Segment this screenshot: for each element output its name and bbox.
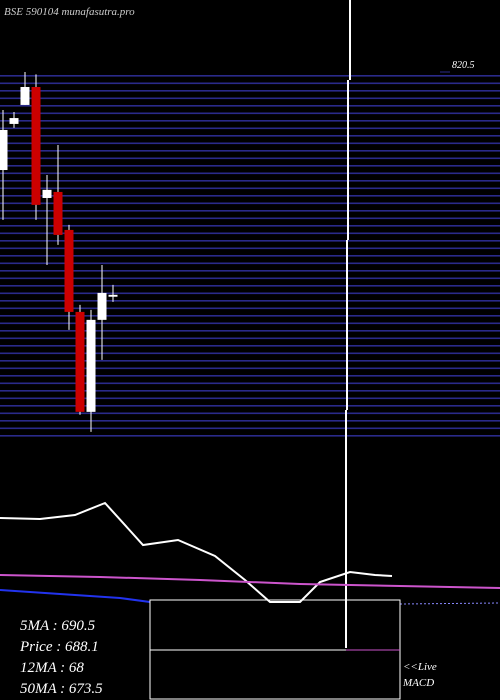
candle-body [42, 189, 52, 198]
chart-title: BSE 590104 munafasutra.pro [4, 6, 135, 18]
ma-line [0, 501, 393, 603]
macd-line [0, 589, 151, 603]
info-text: 12MA : 68 [20, 660, 84, 676]
candle-body [9, 118, 19, 124]
signal-line [0, 574, 500, 589]
macd-line [399, 602, 500, 605]
info-text: 50MA : 673.5 [20, 681, 103, 697]
price-band [0, 75, 500, 437]
y-tick-label: 820.5 [452, 60, 475, 71]
macd-label: MACD [402, 677, 434, 689]
candle-body [64, 229, 74, 312]
candle-body [0, 129, 8, 171]
divider [345, 0, 351, 648]
candle-body [108, 294, 118, 297]
info-text: Price : 688.1 [19, 639, 99, 655]
candle-body [53, 191, 63, 235]
candle-body [86, 319, 96, 412]
info-text: 5MA : 690.5 [20, 618, 96, 634]
candle-body [20, 86, 30, 105]
live-label: <<Live [403, 661, 437, 673]
candle-body [97, 292, 107, 320]
candle-body [31, 86, 41, 205]
candle-body [75, 311, 85, 412]
